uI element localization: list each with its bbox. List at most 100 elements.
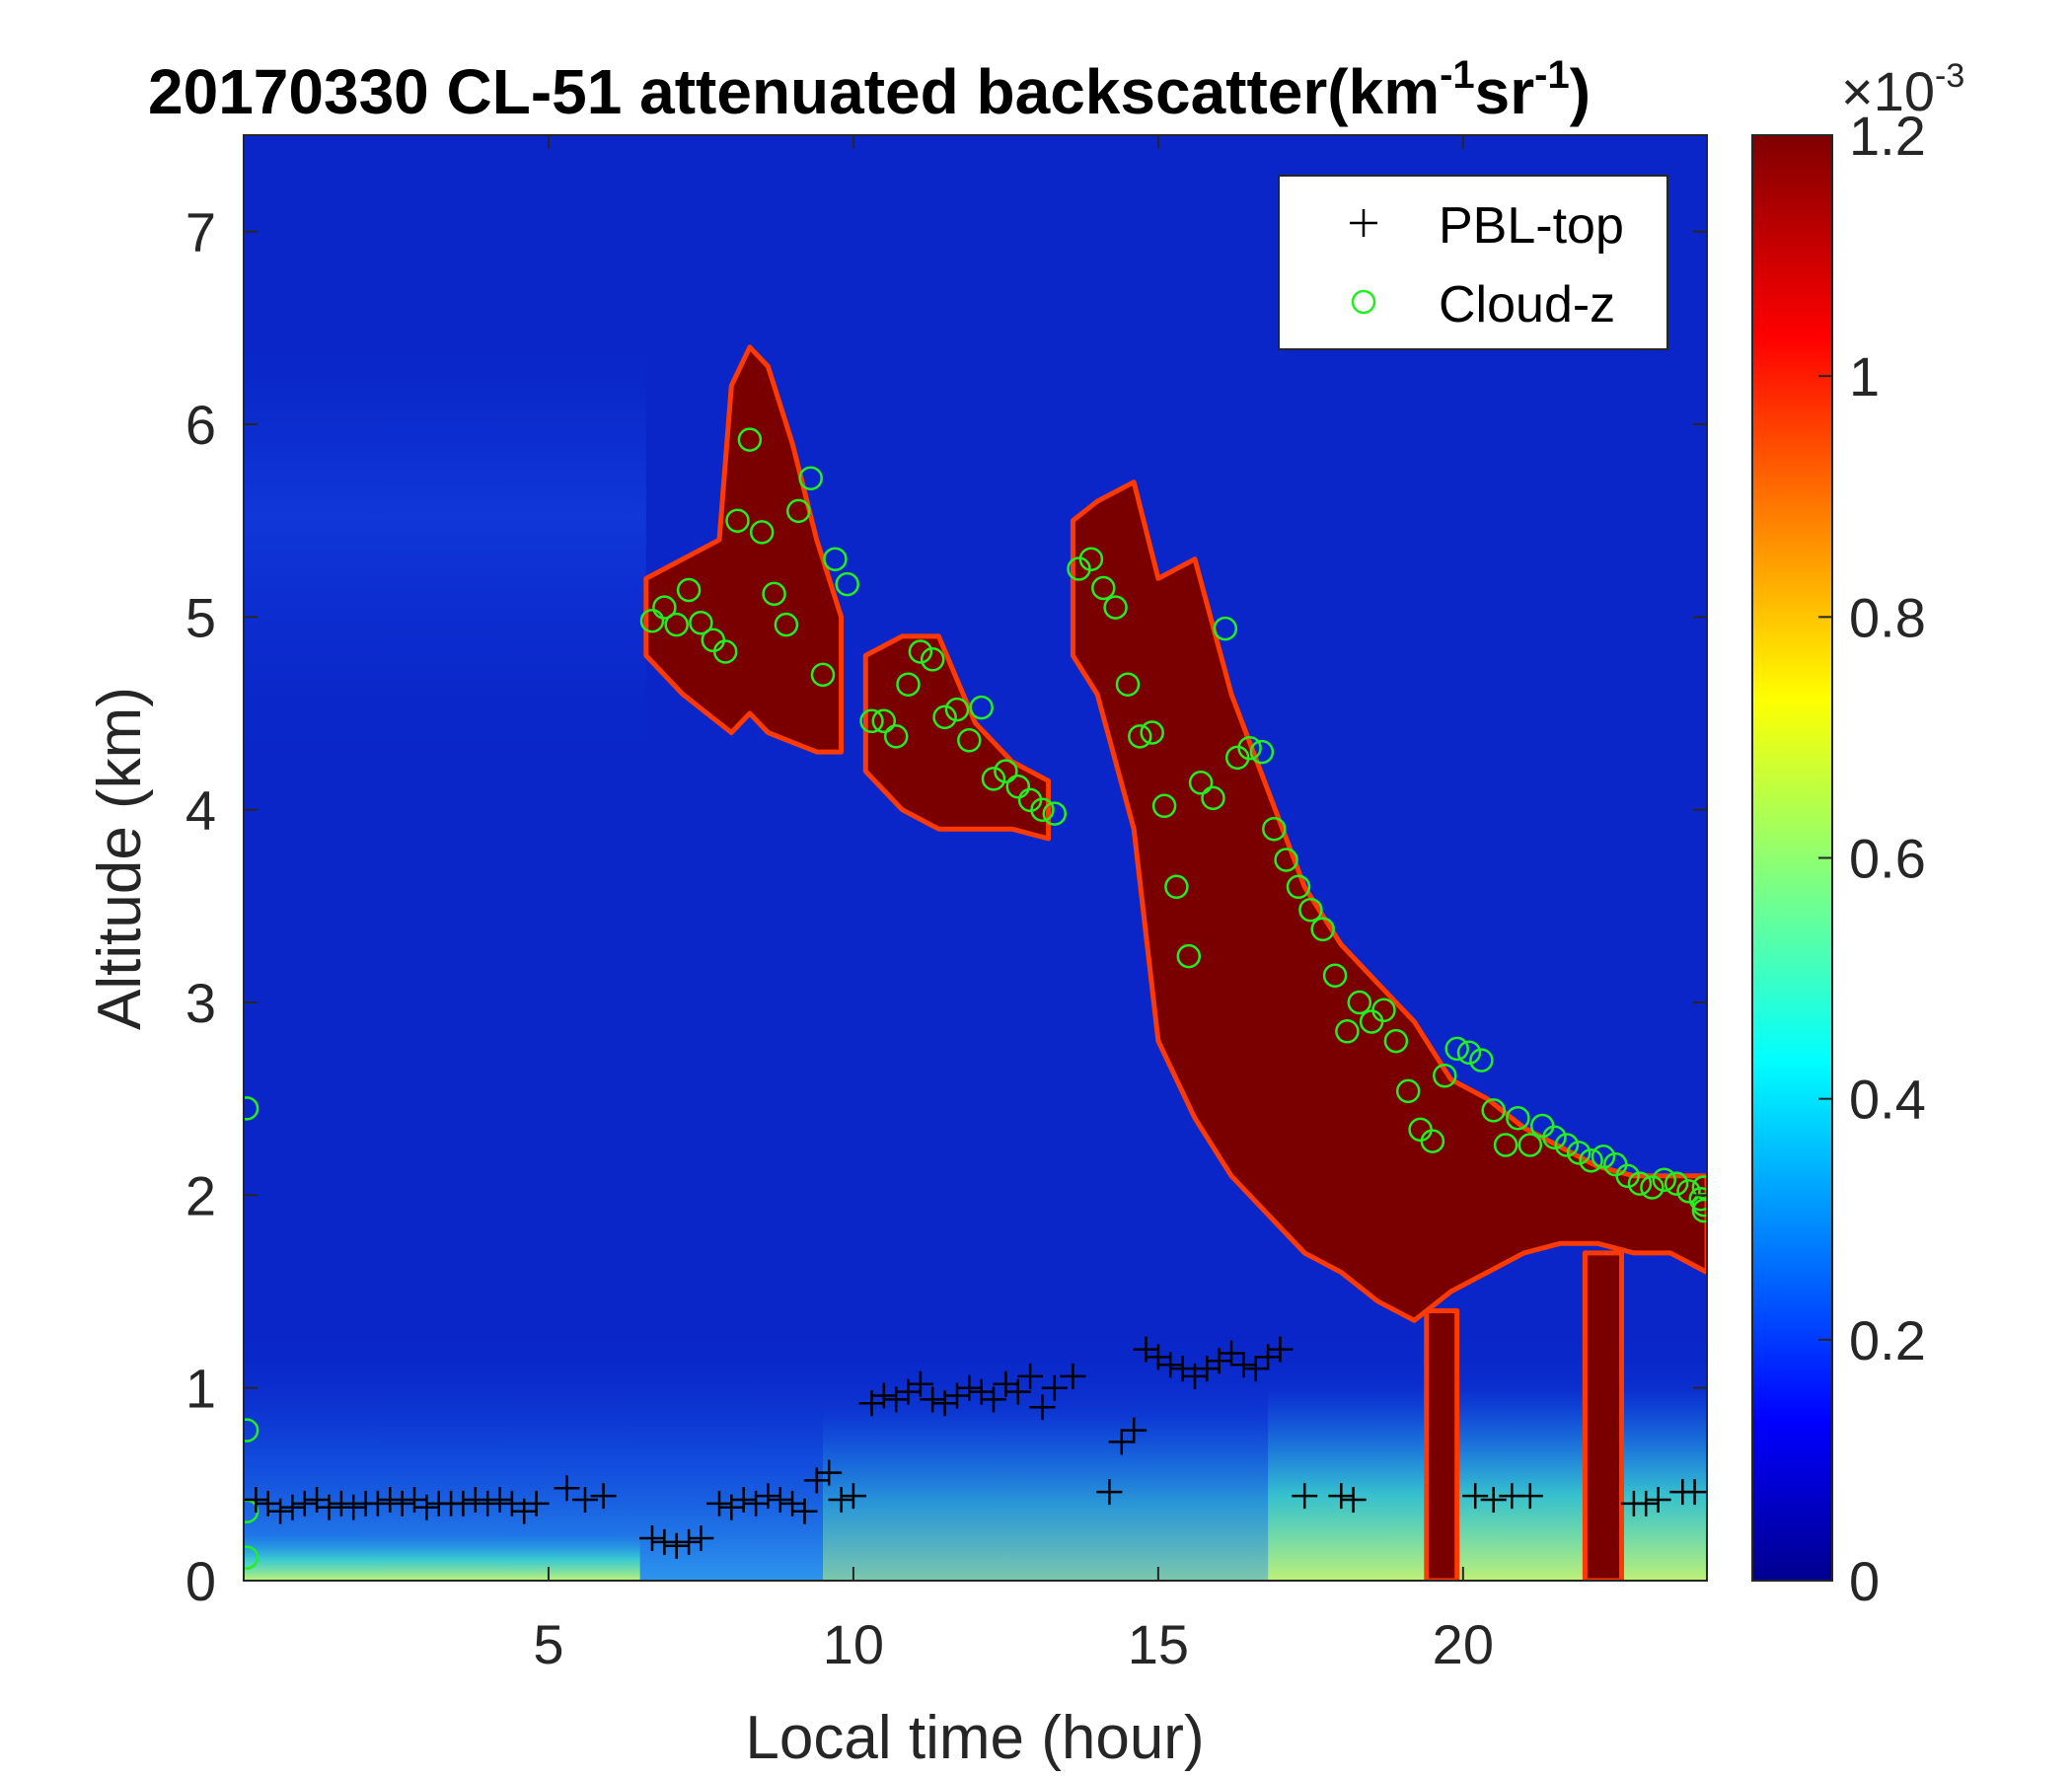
legend-entry-pbl-top: PBL-top [1350,197,1624,255]
cloud-z-point [908,639,933,664]
cloud-z-point [1176,943,1202,969]
legend-entry-cloud-z: Cloud-z [1351,276,1615,333]
plus-marker-icon [1350,209,1377,237]
cloud-z-point [1420,1129,1445,1153]
y-tick-label: 2 [185,1164,216,1226]
cloud-z-point [762,581,786,607]
legend-label-pbl-top: PBL-top [1439,197,1624,255]
legend-label-cloud-z: Cloud-z [1439,276,1615,333]
cloud-z-point [749,520,775,545]
y-tick-label: 6 [185,394,216,456]
pbl-top-point [486,1487,513,1513]
cloud-z-point [1188,771,1214,795]
cloud-z-point [1691,1198,1707,1223]
cloud-z-point [1151,793,1177,819]
cloud-z-point [1091,575,1116,601]
cloud-layer-1 [862,633,1052,842]
colorbar: 0 0.2 0.4 0.6 0.8 1 1.2 ×10-3 [1751,57,1964,1612]
cloud-z-point [1566,1141,1591,1165]
cloud-layer-2 [1070,480,1707,1323]
cloud-z-point [1433,1063,1457,1088]
cloud-z-point [1652,1167,1676,1192]
pbl-top-markers [244,1336,1707,1559]
pbl-top-point [554,1475,580,1502]
circle-marker-icon [1351,289,1376,315]
cloud-z-point [944,697,970,722]
pbl-top-point [676,1528,703,1555]
cloud-z-point [1554,1133,1580,1157]
pbl-top-point [572,1487,598,1513]
pbl-top-point [1645,1487,1671,1513]
cloud-z-point [1237,735,1262,761]
y-tick-label: 5 [185,586,216,648]
pbl-top-point [340,1494,367,1520]
colorbar-tick-label: 0.8 [1849,586,1926,648]
cloud-z-point [1688,1186,1707,1212]
pbl-top-point [920,1386,946,1413]
pbl-top-point [981,1386,1006,1413]
cloud-layer-4 [1582,1250,1624,1581]
surface-layer-evening [1268,1387,1707,1581]
y-tick-label: 4 [185,779,216,842]
x-tick-label: 5 [533,1613,563,1675]
colorbar-tick-label: 1.2 [1849,105,1926,167]
pbl-top-point [1462,1483,1489,1510]
cloud-layer-3 [1424,1308,1460,1581]
cloud-z-point [1591,1145,1616,1169]
pbl-top-point [291,1490,318,1517]
pbl-top-point [1517,1483,1543,1510]
pbl-top-point [279,1494,306,1520]
colorbar-tick-label: 0.2 [1849,1309,1926,1371]
pbl-top-point [328,1490,354,1517]
pbl-top-point [1017,1363,1044,1389]
cloud-z-point [1213,616,1238,641]
cloud-z-point [664,612,689,637]
cloud-z-point [1627,1171,1653,1196]
cloud-z-point [244,1418,259,1443]
cloud-z-point [1506,1105,1530,1131]
cloud-z-point [969,695,994,720]
cloud-z-point [1201,785,1225,811]
cloud-z-point [981,767,1006,791]
y-tick-label: 3 [185,972,216,1034]
colorbar-tick-label: 0 [1849,1550,1880,1612]
cloud-z-markers [244,427,1707,1570]
pbl-top-point [816,1459,843,1486]
cloud-z-point [737,427,763,452]
legend-box [1278,175,1668,350]
cloud-z-point [1140,720,1164,745]
pbl-top-point [475,1490,501,1517]
cloud-z-point [1347,990,1372,1015]
pbl-top-point [1029,1394,1056,1421]
cloud-layers [643,344,1707,1581]
pbl-top-point [828,1487,854,1513]
axes [243,134,1708,1582]
cloud-z-point [1128,724,1152,749]
cloud-z-point [1493,1133,1518,1157]
surface-layer-midday [823,1407,1269,1581]
pbl-top-point [523,1490,550,1517]
cloud-z-point [712,639,738,664]
cloud-z-point [639,608,665,633]
pbl-top-point [364,1490,391,1517]
pbl-top-point [651,1528,678,1555]
pbl-top-point [1004,1378,1031,1405]
cloud-z-point [676,577,702,603]
colorbar-tick-label: 0.6 [1849,828,1926,890]
cloud-z-point [1579,1147,1603,1173]
pbl-top-point [1328,1483,1355,1510]
cloud-z-point [774,612,799,637]
pbl-top-point [462,1487,488,1513]
cloud-z-point [1383,1028,1409,1054]
cloud-z-point [1103,595,1128,620]
pbl-top-point [1230,1352,1257,1378]
pbl-top-point [870,1382,897,1409]
cloud-z-point [1298,897,1323,923]
cloud-z-point [1322,963,1348,988]
pbl-top-point [767,1487,793,1513]
cloud-z-point [1691,1192,1707,1218]
pbl-top-point [1041,1374,1068,1401]
cloud-z-point [1469,1048,1494,1073]
cloud-z-point [1640,1175,1665,1200]
